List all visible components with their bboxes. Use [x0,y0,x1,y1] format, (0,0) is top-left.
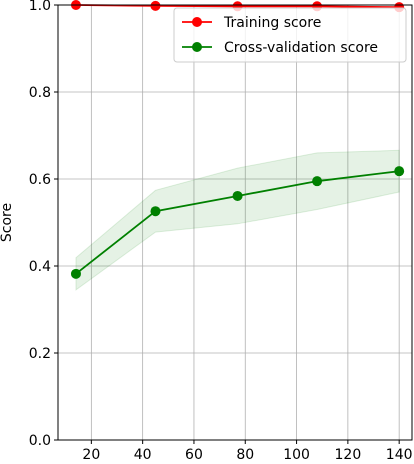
x-tick-label: 120 [335,447,362,463]
legend-marker [192,17,202,27]
data-point [394,166,405,177]
legend-entry: Cross-validation score [182,40,378,56]
x-tick-label: 80 [236,447,254,463]
data-point [232,190,243,201]
y-tick-label: 1.0 [29,0,51,14]
data-point [150,206,161,217]
x-tick-label: 100 [283,447,310,463]
data-point [70,268,81,279]
confidence-band [75,149,400,291]
x-tick-label: 20 [82,447,100,463]
axis-ticks: 20 40 60 80 100 120 140 0.0 0.2 0.4 0.6 0.8 1.0 [29,0,413,463]
y-axis-label: Score [0,203,15,242]
data-point [312,176,323,187]
legend-label: Cross-validation score [224,40,378,56]
y-tick-label: 0.8 [29,85,51,101]
data-point [150,0,161,11]
plot-frame [57,4,413,441]
x-tick-label: 60 [185,447,203,463]
y-tick-label: 0.2 [29,346,51,362]
legend: Training score Cross-validation score [173,7,407,63]
y-tick-label: 0.4 [29,259,51,275]
y-tick-label: 0.6 [29,172,51,188]
legend-entry: Training score [182,15,321,31]
x-tick-label: 40 [134,447,152,463]
legend-marker [192,42,202,52]
x-tick-label: 140 [386,447,413,463]
legend-label: Training score [223,15,321,31]
y-tick-label: 0.0 [29,433,51,449]
legend-box [173,7,407,63]
